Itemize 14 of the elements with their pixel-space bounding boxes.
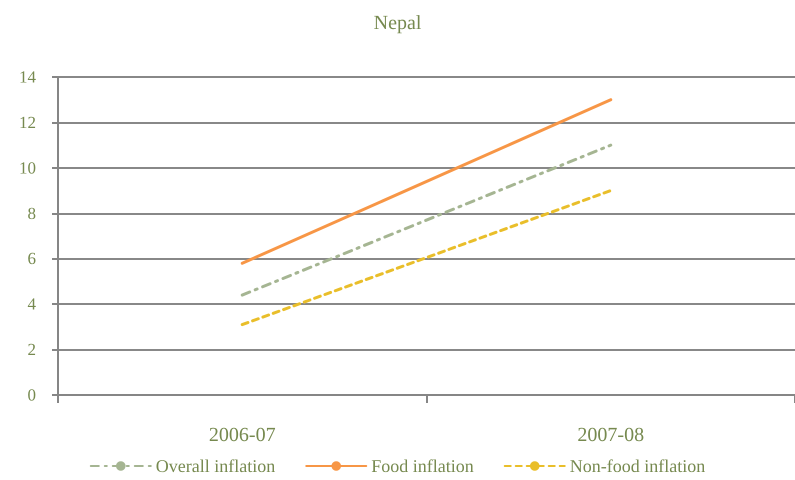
y-tick-label: 14 (19, 68, 36, 86)
legend-label: Non-food inflation (570, 456, 706, 476)
legend-label: Overall inflation (156, 456, 276, 476)
y-tick-label: 8 (28, 204, 36, 223)
y-tick-label: 6 (28, 249, 36, 268)
y-tick-label: 10 (19, 158, 36, 178)
y-tick-label: 12 (19, 112, 36, 132)
x-tick-label: 2007-08 (577, 424, 644, 446)
y-tick-label: 4 (28, 294, 36, 314)
y-tick-label: 2 (28, 340, 36, 360)
x-tick-label: 2006-07 (208, 424, 276, 446)
chart-title: Nepal (374, 12, 422, 34)
legend-label: Food inflation (371, 456, 474, 476)
y-tick-label: 0 (28, 386, 36, 404)
